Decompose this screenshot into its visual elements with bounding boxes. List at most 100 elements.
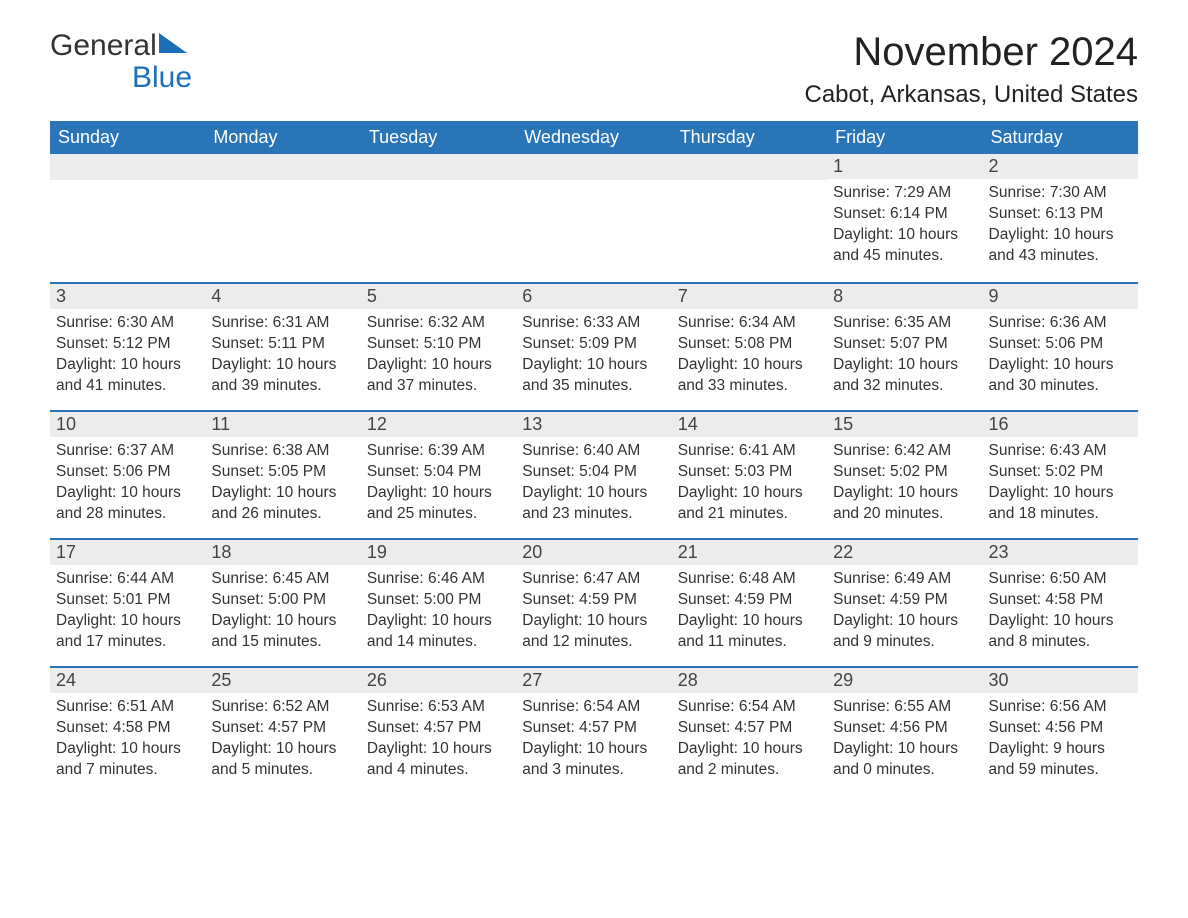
sunrise-text: Sunrise: 6:48 AM	[678, 569, 821, 590]
location-text: Cabot, Arkansas, United States	[804, 81, 1138, 109]
day-number: 23	[983, 538, 1138, 565]
calendar-day: 24Sunrise: 6:51 AMSunset: 4:58 PMDayligh…	[50, 666, 205, 794]
day-num-empty	[50, 154, 205, 180]
day-number: 7	[672, 282, 827, 309]
day-details: Sunrise: 6:35 AMSunset: 5:07 PMDaylight:…	[827, 309, 982, 403]
sunrise-text: Sunrise: 6:34 AM	[678, 313, 821, 334]
day-details: Sunrise: 6:40 AMSunset: 5:04 PMDaylight:…	[516, 437, 671, 531]
day-number: 2	[983, 154, 1138, 179]
sunset-text: Sunset: 5:09 PM	[522, 334, 665, 355]
day-number: 26	[361, 666, 516, 693]
sunset-text: Sunset: 4:57 PM	[522, 718, 665, 739]
calendar-day-empty	[205, 154, 360, 282]
daylight-text: Daylight: 10 hours and 30 minutes.	[989, 355, 1132, 397]
day-details: Sunrise: 6:53 AMSunset: 4:57 PMDaylight:…	[361, 693, 516, 787]
calendar-day: 2Sunrise: 7:30 AMSunset: 6:13 PMDaylight…	[983, 154, 1138, 282]
page-header: General Blue November 2024 Cabot, Arkans…	[50, 30, 1138, 109]
sunrise-text: Sunrise: 6:38 AM	[211, 441, 354, 462]
day-details: Sunrise: 6:49 AMSunset: 4:59 PMDaylight:…	[827, 565, 982, 659]
day-number: 4	[205, 282, 360, 309]
daylight-text: Daylight: 10 hours and 5 minutes.	[211, 739, 354, 781]
sunrise-text: Sunrise: 6:32 AM	[367, 313, 510, 334]
sunset-text: Sunset: 5:03 PM	[678, 462, 821, 483]
day-number: 18	[205, 538, 360, 565]
daylight-text: Daylight: 10 hours and 37 minutes.	[367, 355, 510, 397]
sunset-text: Sunset: 5:04 PM	[367, 462, 510, 483]
daylight-text: Daylight: 10 hours and 17 minutes.	[56, 611, 199, 653]
day-details: Sunrise: 7:30 AMSunset: 6:13 PMDaylight:…	[983, 179, 1138, 273]
sunrise-text: Sunrise: 6:41 AM	[678, 441, 821, 462]
day-number: 13	[516, 410, 671, 437]
logo-word-blue: Blue	[132, 62, 192, 94]
calendar-day-empty	[361, 154, 516, 282]
logo-triangle-icon	[159, 33, 187, 53]
day-header: Sunday	[50, 121, 205, 154]
daylight-text: Daylight: 10 hours and 20 minutes.	[833, 483, 976, 525]
daylight-text: Daylight: 10 hours and 21 minutes.	[678, 483, 821, 525]
calendar-day: 14 Sunrise: 6:41 AMSunset: 5:03 PMDayligh…	[672, 410, 827, 538]
daylight-text: Daylight: 10 hours and 26 minutes.	[211, 483, 354, 525]
calendar-day: 5Sunrise: 6:32 AMSunset: 5:10 PMDaylight…	[361, 282, 516, 410]
sunrise-text: Sunrise: 6:45 AM	[211, 569, 354, 590]
sunset-text: Sunset: 5:11 PM	[211, 334, 354, 355]
sunset-text: Sunset: 5:00 PM	[211, 590, 354, 611]
calendar-day: 23Sunrise: 6:50 AMSunset: 4:58 PMDayligh…	[983, 538, 1138, 666]
calendar-day: 6Sunrise: 6:33 AMSunset: 5:09 PMDaylight…	[516, 282, 671, 410]
day-details: Sunrise: 6:34 AMSunset: 5:08 PMDaylight:…	[672, 309, 827, 403]
day-number: 17	[50, 538, 205, 565]
sunset-text: Sunset: 5:07 PM	[833, 334, 976, 355]
day-number: 21	[672, 538, 827, 565]
day-details: Sunrise: 6:43 AMSunset: 5:02 PMDaylight:…	[983, 437, 1138, 531]
sunrise-text: Sunrise: 6:49 AM	[833, 569, 976, 590]
day-details: Sunrise: 6:30 AMSunset: 5:12 PMDaylight:…	[50, 309, 205, 403]
daylight-text: Daylight: 10 hours and 28 minutes.	[56, 483, 199, 525]
sunset-text: Sunset: 4:56 PM	[989, 718, 1132, 739]
day-number: 10	[50, 410, 205, 437]
sunrise-text: Sunrise: 6:33 AM	[522, 313, 665, 334]
day-details: Sunrise: 7:29 AMSunset: 6:14 PMDaylight:…	[827, 179, 982, 273]
day-number: 28	[672, 666, 827, 693]
sunset-text: Sunset: 5:08 PM	[678, 334, 821, 355]
calendar-day: 3Sunrise: 6:30 AMSunset: 5:12 PMDaylight…	[50, 282, 205, 410]
daylight-text: Daylight: 10 hours and 33 minutes.	[678, 355, 821, 397]
calendar-day-empty	[516, 154, 671, 282]
day-details: Sunrise: 6:45 AMSunset: 5:00 PMDaylight:…	[205, 565, 360, 659]
sunset-text: Sunset: 6:14 PM	[833, 204, 976, 225]
day-header: Monday	[205, 121, 360, 154]
day-details: Sunrise: 6:56 AMSunset: 4:56 PMDaylight:…	[983, 693, 1138, 787]
day-details: Sunrise: 6:33 AMSunset: 5:09 PMDaylight:…	[516, 309, 671, 403]
day-number: 8	[827, 282, 982, 309]
day-number: 14	[672, 410, 827, 437]
sunset-text: Sunset: 5:10 PM	[367, 334, 510, 355]
sunset-text: Sunset: 4:58 PM	[989, 590, 1132, 611]
sunrise-text: Sunrise: 6:53 AM	[367, 697, 510, 718]
daylight-text: Daylight: 10 hours and 23 minutes.	[522, 483, 665, 525]
day-details: Sunrise: 6:52 AMSunset: 4:57 PMDaylight:…	[205, 693, 360, 787]
day-details: Sunrise: 6:42 AMSunset: 5:02 PMDaylight:…	[827, 437, 982, 531]
calendar-day: 20Sunrise: 6:47 AMSunset: 4:59 PMDayligh…	[516, 538, 671, 666]
daylight-text: Daylight: 10 hours and 39 minutes.	[211, 355, 354, 397]
daylight-text: Daylight: 10 hours and 25 minutes.	[367, 483, 510, 525]
day-number: 1	[827, 154, 982, 179]
calendar-day: 9Sunrise: 6:36 AMSunset: 5:06 PMDaylight…	[983, 282, 1138, 410]
sunrise-text: Sunrise: 6:44 AM	[56, 569, 199, 590]
day-header: Friday	[827, 121, 982, 154]
logo: General Blue	[50, 30, 192, 93]
sunrise-text: Sunrise: 6:36 AM	[989, 313, 1132, 334]
calendar-day: 29Sunrise: 6:55 AMSunset: 4:56 PMDayligh…	[827, 666, 982, 794]
calendar-day: 26Sunrise: 6:53 AMSunset: 4:57 PMDayligh…	[361, 666, 516, 794]
calendar-day: 22Sunrise: 6:49 AMSunset: 4:59 PMDayligh…	[827, 538, 982, 666]
calendar-day: 21Sunrise: 6:48 AMSunset: 4:59 PMDayligh…	[672, 538, 827, 666]
day-details: Sunrise: 6:32 AMSunset: 5:10 PMDaylight:…	[361, 309, 516, 403]
day-details: Sunrise: 6:54 AMSunset: 4:57 PMDaylight:…	[516, 693, 671, 787]
sunset-text: Sunset: 4:57 PM	[678, 718, 821, 739]
day-header: Tuesday	[361, 121, 516, 154]
calendar-day: 12Sunrise: 6:39 AMSunset: 5:04 PMDayligh…	[361, 410, 516, 538]
day-details: Sunrise: 6:54 AMSunset: 4:57 PMDaylight:…	[672, 693, 827, 787]
calendar-week: 24Sunrise: 6:51 AMSunset: 4:58 PMDayligh…	[50, 666, 1138, 794]
day-header-row: SundayMondayTuesdayWednesdayThursdayFrid…	[50, 121, 1138, 154]
daylight-text: Daylight: 10 hours and 32 minutes.	[833, 355, 976, 397]
daylight-text: Daylight: 10 hours and 4 minutes.	[367, 739, 510, 781]
daylight-text: Daylight: 10 hours and 14 minutes.	[367, 611, 510, 653]
day-header: Thursday	[672, 121, 827, 154]
